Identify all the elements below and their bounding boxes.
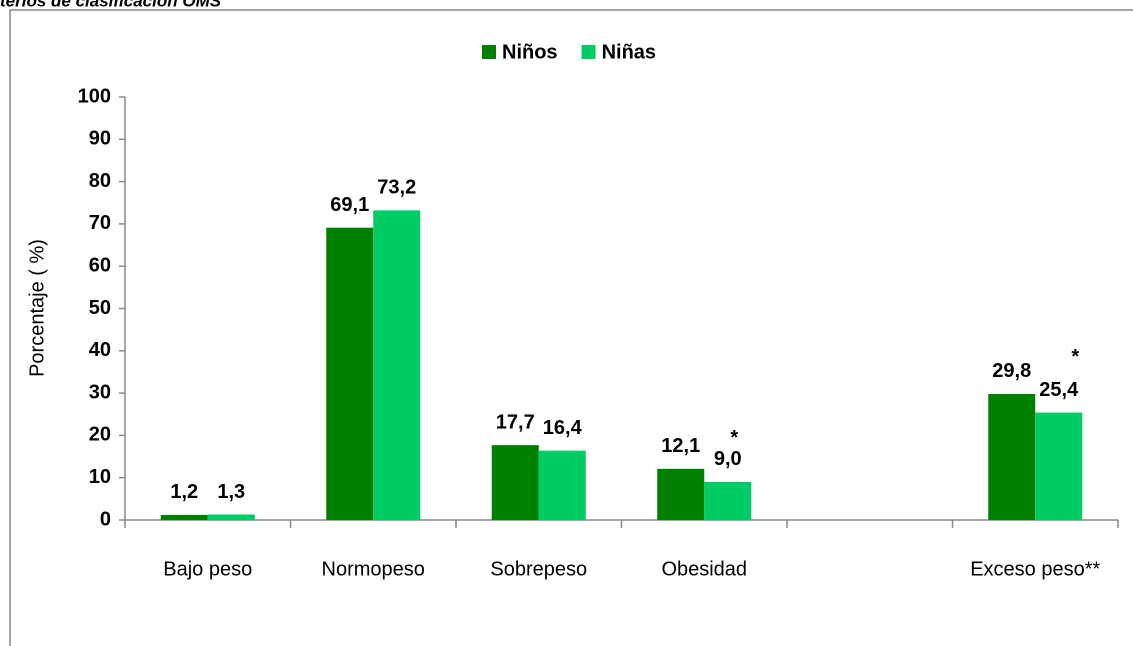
bar xyxy=(160,514,208,520)
value-label: 1,2 xyxy=(170,481,198,503)
x-tick-label: Obesidad xyxy=(661,558,747,580)
value-label: 73,2 xyxy=(377,177,416,199)
legend-label: Niñas xyxy=(602,41,656,63)
legend-label: Niños xyxy=(502,41,558,63)
value-label: 12,1 xyxy=(661,435,700,457)
bar xyxy=(491,445,539,520)
value-label: 16,4 xyxy=(543,417,583,439)
chart-frame xyxy=(9,9,1133,646)
x-tick-label: Bajo peso xyxy=(163,558,252,580)
x-tick-label: Normopeso xyxy=(322,558,425,580)
y-tick-label: 30 xyxy=(89,381,111,403)
value-label: 9,0 xyxy=(714,448,742,470)
annotation: * xyxy=(730,427,738,449)
value-label: 1,3 xyxy=(217,481,245,503)
y-axis-label: Porcentaje ( %) xyxy=(26,239,48,377)
x-tick-label: Sobrepeso xyxy=(490,558,587,580)
y-tick-label: 60 xyxy=(89,254,111,276)
bar xyxy=(657,468,705,520)
y-tick-label: 100 xyxy=(78,85,111,107)
x-tick-label: Exceso peso** xyxy=(970,558,1100,580)
y-tick-label: 10 xyxy=(89,466,111,488)
chart-title: terios de clasificación OMS xyxy=(0,0,222,10)
value-label: 25,4 xyxy=(1039,379,1079,401)
y-tick-label: 20 xyxy=(89,424,111,446)
y-tick-label: 0 xyxy=(100,508,111,530)
y-tick-label: 40 xyxy=(89,339,111,361)
y-tick-label: 80 xyxy=(89,170,111,192)
bar xyxy=(988,393,1036,520)
bar xyxy=(704,481,752,520)
annotation: * xyxy=(1071,346,1079,368)
bar xyxy=(326,227,374,520)
value-label: 17,7 xyxy=(496,411,535,433)
bar xyxy=(1035,412,1083,520)
y-tick-label: 50 xyxy=(89,297,111,319)
legend-swatch xyxy=(482,45,496,59)
value-label: 29,8 xyxy=(992,360,1031,382)
value-label: 69,1 xyxy=(330,194,369,216)
y-tick-label: 90 xyxy=(89,128,111,150)
bar xyxy=(538,450,586,520)
y-tick-label: 70 xyxy=(89,212,111,234)
bar xyxy=(373,210,421,520)
legend-swatch xyxy=(581,45,596,59)
bar xyxy=(207,514,255,520)
